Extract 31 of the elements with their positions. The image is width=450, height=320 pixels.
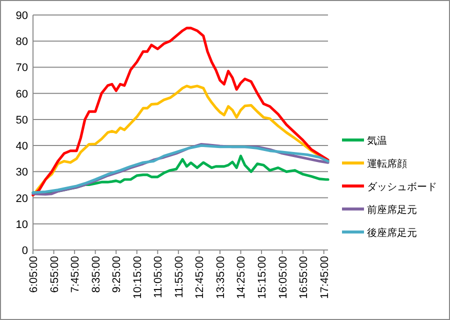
y-tick-label: 60	[16, 88, 28, 100]
legend-label: ダッシュボード	[367, 181, 437, 193]
x-tick-label: 6:05:00	[28, 256, 40, 293]
legend-label: 運転席顔	[367, 158, 407, 170]
legend-label: 気温	[367, 135, 387, 147]
x-tick-label: 15:15:00	[256, 256, 269, 299]
x-tick-label: 16:05:00	[277, 256, 290, 299]
y-tick-label: 10	[16, 218, 28, 231]
y-tick-label: 80	[16, 36, 28, 48]
x-tick-label: 8:35:00	[90, 256, 102, 293]
x-tick-label: 7:45:00	[70, 256, 82, 293]
y-tick-label: 70	[16, 62, 28, 74]
x-tick-label: 13:35:00	[214, 256, 227, 299]
y-tick-label: 50	[16, 114, 28, 126]
x-tick-label: 6:55:00	[48, 256, 61, 293]
x-tick-label: 17:45:00	[318, 256, 331, 299]
y-tick-label: 90	[16, 10, 28, 22]
line-series	[32, 26, 330, 196]
legend-label: 前座席足元	[367, 204, 417, 216]
x-tick-label: 9:25:00	[111, 256, 124, 293]
x-tick-label: 11:55:00	[173, 256, 186, 298]
y-tick-label: 0	[22, 245, 28, 257]
x-tick-label: 16:55:00	[298, 256, 310, 299]
x-tick-label: 14:25:00	[236, 256, 248, 299]
y-tick-label: 30	[16, 166, 28, 179]
legend-label: 後座席足元	[367, 227, 417, 239]
y-tick-label: 20	[16, 192, 28, 205]
y-tick-label: 40	[16, 140, 28, 153]
x-tick-label: 12:45:00	[194, 256, 206, 299]
x-tick-label: 10:15:00	[132, 256, 144, 299]
x-tick-label: 11:05:00	[152, 256, 165, 298]
